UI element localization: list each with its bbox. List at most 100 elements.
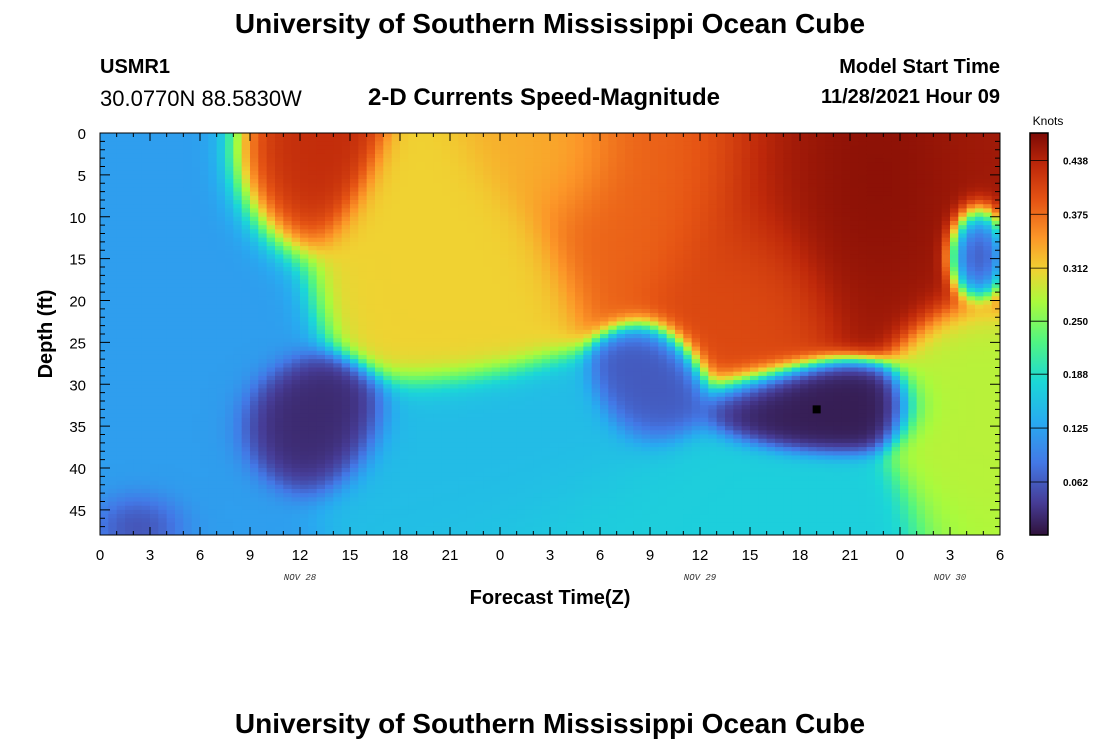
heatmap-cell: [441, 472, 451, 477]
heatmap-cell: [458, 409, 468, 415]
heatmap-cell: [100, 518, 109, 524]
heatmap-cell: [283, 325, 293, 331]
heatmap-cell: [441, 179, 451, 184]
heatmap-cell: [258, 200, 268, 205]
heatmap-cell: [491, 413, 501, 419]
heatmap-cell: [333, 375, 343, 381]
heatmap-cell: [241, 392, 251, 398]
heatmap-cell: [441, 480, 451, 486]
heatmap-cell: [233, 505, 243, 511]
heatmap-cell: [241, 409, 251, 415]
heatmap-cell: [475, 488, 484, 494]
heatmap-cell: [133, 463, 143, 469]
heatmap-cell: [133, 204, 143, 209]
heatmap-cell: [316, 526, 326, 532]
heatmap-cell: [475, 241, 484, 247]
heatmap-cell: [200, 451, 209, 457]
heatmap-cell: [300, 292, 309, 297]
heatmap-cell: [200, 522, 209, 528]
heatmap-cell: [500, 451, 509, 457]
heatmap-cell: [441, 342, 451, 348]
heatmap-cell: [175, 313, 184, 318]
heatmap-cell: [133, 149, 143, 155]
heatmap-cell: [483, 292, 493, 297]
heatmap-cell: [225, 183, 234, 189]
heatmap-cell: [383, 204, 393, 209]
heatmap-cell: [233, 371, 243, 377]
heatmap-cell: [391, 417, 401, 423]
heatmap-cell: [400, 296, 409, 302]
heatmap-cell: [158, 405, 168, 410]
heatmap-cell: [266, 430, 276, 436]
heatmap-cell: [133, 179, 143, 184]
heatmap-cell: [275, 329, 284, 335]
heatmap-cell: [158, 484, 168, 490]
heatmap-cell: [141, 346, 151, 352]
heatmap-cell: [416, 447, 426, 452]
heatmap-cell: [391, 137, 401, 142]
heatmap-cell: [100, 170, 109, 176]
heatmap-cell: [475, 501, 484, 507]
heatmap-cell: [508, 287, 518, 293]
heatmap-cell: [508, 484, 518, 490]
heatmap-cell: [400, 267, 409, 272]
heatmap-cell: [150, 371, 159, 377]
heatmap-cell: [108, 158, 118, 163]
heatmap-cell: [275, 380, 284, 385]
heatmap-cell: [383, 488, 393, 494]
heatmap-cell: [133, 325, 143, 331]
heatmap-cell: [516, 271, 526, 276]
heatmap-cell: [233, 191, 243, 197]
heatmap-cell: [475, 321, 484, 327]
heatmap-cell: [316, 200, 326, 205]
heatmap-cell: [425, 350, 434, 356]
heatmap-cell: [166, 509, 176, 515]
heatmap-cell: [166, 271, 176, 276]
heatmap-cell: [425, 421, 434, 427]
heatmap-cell: [233, 375, 243, 381]
heatmap-cell: [416, 518, 426, 524]
heatmap-cell: [116, 296, 126, 302]
heatmap-cell: [341, 241, 351, 247]
heatmap-cell: [300, 170, 309, 176]
heatmap-cell: [408, 468, 418, 473]
heatmap-cell: [358, 229, 368, 235]
heatmap-cell: [383, 455, 393, 461]
heatmap-cell: [141, 275, 151, 281]
heatmap-cell: [458, 317, 468, 323]
heatmap-cell: [133, 158, 143, 163]
heatmap-cell: [108, 145, 118, 151]
heatmap-cell: [416, 292, 426, 297]
heatmap-cell: [241, 271, 251, 276]
heatmap-cell: [400, 246, 409, 251]
heatmap-cell: [508, 405, 518, 410]
heatmap-cell: [258, 145, 268, 151]
heatmap-cell: [350, 438, 359, 444]
heatmap-cell: [125, 434, 134, 440]
heatmap-cell: [100, 258, 109, 264]
heatmap-cell: [133, 396, 143, 402]
heatmap-cell: [308, 321, 318, 327]
heatmap-cell: [375, 442, 384, 448]
heatmap-cell: [475, 480, 484, 486]
heatmap-cell: [350, 442, 359, 448]
heatmap-cell: [158, 229, 168, 235]
heatmap-cell: [308, 526, 318, 532]
heatmap-cell: [325, 380, 334, 385]
heatmap-cell: [341, 468, 351, 473]
heatmap-cell: [450, 170, 459, 176]
heatmap-cell: [158, 279, 168, 285]
heatmap-cell: [450, 250, 459, 256]
heatmap-cell: [108, 530, 118, 535]
heatmap-cell: [325, 325, 334, 331]
heatmap-cell: [325, 497, 334, 503]
heatmap-cell: [300, 141, 309, 147]
heatmap-cell: [133, 468, 143, 473]
heatmap-cell: [266, 208, 276, 214]
heatmap-cell: [425, 413, 434, 419]
heatmap-cell: [341, 329, 351, 335]
heatmap-cell: [158, 321, 168, 327]
heatmap-cell: [133, 421, 143, 427]
heatmap-cell: [508, 267, 518, 272]
heatmap-cell: [433, 283, 443, 289]
